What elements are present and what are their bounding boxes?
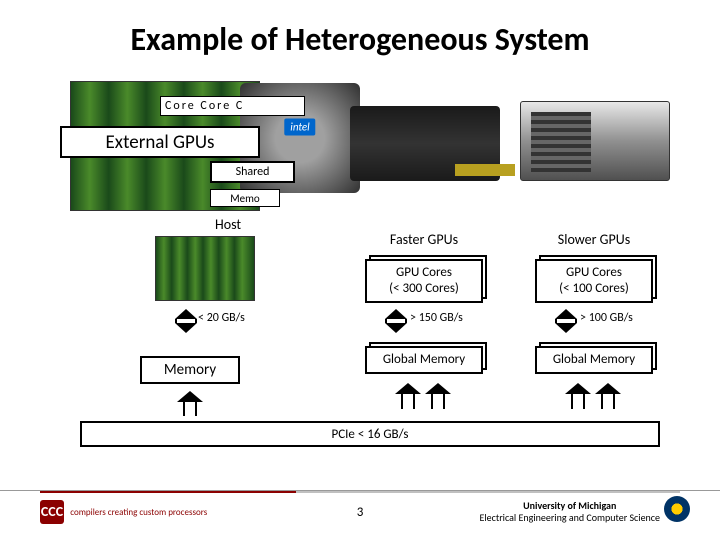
footer: CCC compilers creating custom processors… — [0, 490, 720, 530]
faster-global-memory-box: Global Memory — [365, 346, 483, 374]
affiliation: University of Michigan Electrical Engine… — [479, 500, 660, 524]
slide-title: Example of Heterogeneous System — [40, 20, 680, 59]
external-gpus-label: External GPUs — [60, 126, 260, 158]
host-label: Host — [215, 216, 241, 233]
slow-pcie-riser-2 — [595, 383, 621, 409]
gpu-card-image — [350, 106, 500, 181]
ccc-logo-mark: CCC — [40, 500, 64, 524]
slow-pcie-riser — [565, 383, 591, 409]
ccc-logo: CCC compilers creating custom processors — [40, 500, 207, 524]
slower-gpus-label: Slower GPUs — [535, 231, 653, 248]
host-bw-label: < 20 GB/s — [198, 311, 245, 325]
mem-controller-box: Memo — [210, 189, 280, 207]
core-strip: Core Core C — [160, 96, 305, 116]
host-chip-image — [155, 236, 255, 301]
faster-bw-arrow — [385, 309, 407, 333]
page-number: 3 — [357, 505, 364, 520]
fast-pcie-riser-2 — [425, 383, 451, 409]
faster-bw-label: > 150 GB/s — [410, 311, 463, 325]
slower-bw-arrow — [555, 309, 577, 333]
slower-gpu-cores-box: GPU Cores (< 100 Cores) — [535, 259, 653, 303]
footer-divider — [40, 491, 680, 493]
host-bw-arrow — [175, 309, 197, 333]
slower-global-memory-box: Global Memory — [535, 346, 653, 374]
host-pcie-riser — [177, 391, 203, 417]
ccc-logo-text: compilers creating custom processors — [70, 507, 207, 518]
pcie-bar: PCIe < 16 GB/s — [80, 421, 660, 447]
shared-cache-box: Shared — [210, 161, 295, 183]
slower-bw-label: > 100 GB/s — [580, 311, 633, 325]
gpu-server-image — [520, 101, 670, 181]
fast-pcie-riser — [395, 383, 421, 409]
affiliation-line2: Electrical Engineering and Computer Scie… — [479, 512, 660, 524]
faster-gpu-cores-box: GPU Cores (< 300 Cores) — [365, 259, 483, 303]
faster-gpus-label: Faster GPUs — [365, 231, 483, 248]
slide: Example of Heterogeneous System Core Cor… — [0, 0, 720, 540]
system-diagram: Core Core C External GPUs Shared Memo Ho… — [40, 71, 680, 451]
host-memory-box: Memory — [140, 356, 240, 384]
university-seal-icon — [664, 496, 690, 522]
